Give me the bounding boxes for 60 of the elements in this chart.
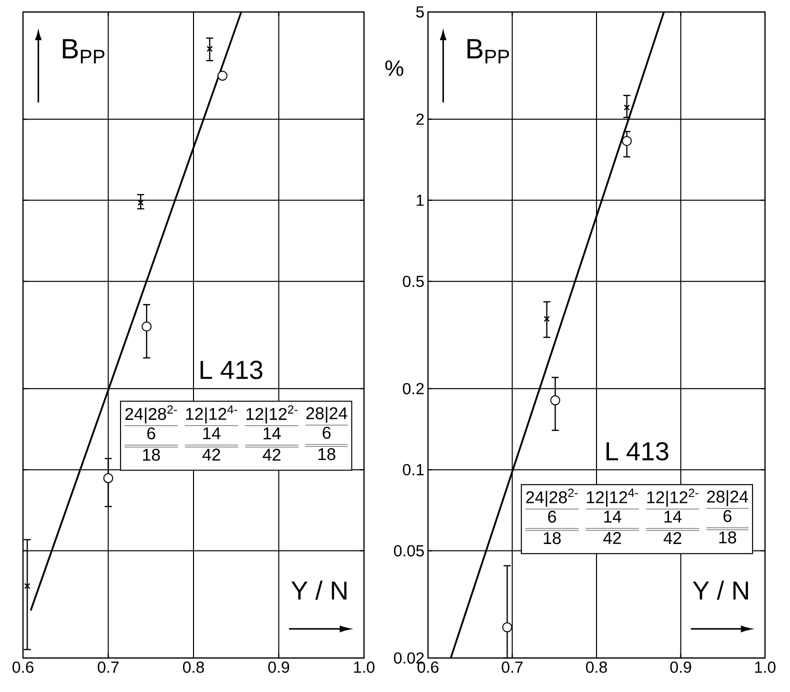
- y-tick-label: 0.5: [402, 276, 424, 288]
- y-tick-label: 0.02: [394, 652, 424, 664]
- y-tick-label: 0.05: [394, 545, 424, 556]
- x-tick-label: 0.7: [98, 662, 119, 673]
- annotation: 42: [603, 532, 621, 544]
- y-axis-title: %: [385, 60, 404, 76]
- annotation: L 413: [606, 442, 668, 460]
- y-tick-label: 1: [416, 194, 424, 206]
- point: [550, 395, 560, 406]
- annotation: 18: [544, 532, 561, 544]
- point: [544, 316, 550, 322]
- x-tick-label: 0.9: [268, 662, 290, 673]
- x-tick-label: 0.8: [183, 662, 204, 673]
- x-tick-label: 0.9: [670, 662, 692, 673]
- point: [622, 136, 632, 146]
- annotation: 42: [262, 448, 280, 461]
- point: [217, 70, 228, 81]
- x-tick-label: 0.6: [418, 662, 438, 673]
- y-tick-label: 2: [416, 114, 424, 125]
- annotation: 14: [664, 510, 682, 523]
- annotation: 18: [143, 448, 160, 461]
- x-tick-label: 1.0: [755, 662, 776, 673]
- annotation: 42: [202, 448, 220, 461]
- point: [206, 46, 213, 52]
- x-axis-title: Y / N: [692, 580, 748, 600]
- annotation: 24|28$^{2-}$: [125, 405, 177, 424]
- annotation: 24|28$^{2-}$: [526, 488, 578, 507]
- x-tick-label: 0.7: [502, 662, 523, 673]
- annotation: 12|12$^{2-}$: [647, 488, 698, 507]
- point: [24, 582, 30, 590]
- text: B$_{PP}$: [62, 39, 104, 64]
- x-tick-label: 0.6: [12, 662, 34, 673]
- annotation: 6: [724, 510, 732, 522]
- annotation: 14: [264, 428, 281, 440]
- annotation: 6: [322, 426, 331, 439]
- point: [103, 473, 114, 484]
- annotation: 12|12$^{4-}$: [586, 488, 638, 507]
- annotation: 6: [548, 510, 556, 523]
- x-tick-label: 1.0: [354, 662, 374, 673]
- y-tick-label: 0.1: [402, 464, 424, 476]
- annotation: 42: [664, 532, 682, 544]
- annotation: L 413: [200, 360, 262, 380]
- text: B$_{PP}$: [468, 39, 510, 64]
- point: [142, 322, 152, 332]
- annotation: 14: [203, 427, 220, 440]
- annotation: 18: [318, 448, 336, 460]
- point: [502, 622, 512, 632]
- annotation: 14: [604, 510, 622, 522]
- annotation: 28|24: [707, 490, 748, 506]
- point: [138, 200, 144, 206]
- y-tick-label: 5: [416, 6, 424, 18]
- annotation: 28|24: [306, 406, 348, 423]
- annotation: 12|12$^{2-}$: [246, 405, 298, 424]
- annotation: 6: [147, 427, 156, 440]
- point: [624, 104, 630, 111]
- x-axis-title: Y / N: [291, 580, 346, 600]
- annotation: 18: [719, 531, 736, 544]
- x-tick-label: 0.8: [586, 662, 607, 673]
- annotation: 12|12$^{4-}$: [186, 405, 238, 424]
- y-tick-label: 0.2: [402, 382, 424, 394]
